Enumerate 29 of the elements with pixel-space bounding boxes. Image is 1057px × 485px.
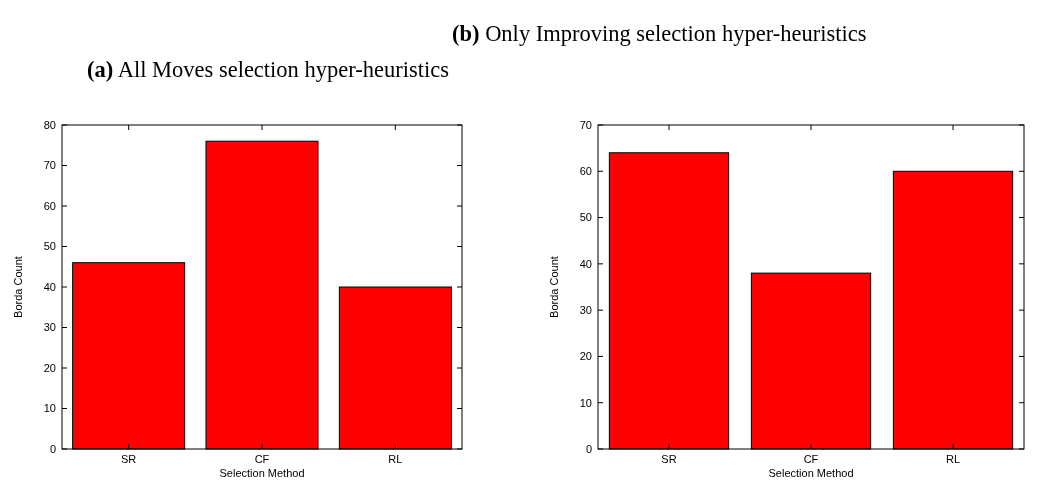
y-tick-label: 60	[43, 199, 56, 212]
x-axis-title: Selection Method	[219, 467, 305, 479]
y-tick-label: 70	[43, 159, 56, 172]
y-tick-label: 0	[585, 442, 592, 455]
y-tick-label: 10	[579, 396, 592, 409]
y-tick-label: 40	[579, 257, 592, 270]
y-tick-label: 50	[579, 211, 592, 224]
y-tick-label: 20	[43, 361, 56, 374]
y-tick-label: 30	[43, 321, 56, 334]
x-tick-label: CF	[254, 453, 270, 465]
chart-title: (a) All Moves selection hyper-heuristics	[87, 56, 449, 84]
y-tick-label: 30	[579, 303, 592, 316]
x-tick-label: SR	[121, 453, 137, 465]
y-tick-label: 20	[579, 350, 592, 363]
y-axis-title: Borda Count	[548, 256, 560, 318]
x-axis-title: Selection Method	[768, 467, 854, 479]
y-tick-label: 60	[579, 165, 592, 178]
y-tick-label: 0	[49, 442, 56, 455]
x-tick-label: RL	[388, 453, 403, 465]
x-tick-label: SR	[661, 453, 677, 465]
x-tick-label: RL	[945, 453, 961, 465]
y-tick-label: 50	[43, 240, 56, 253]
y-tick-label: 80	[43, 118, 56, 131]
y-axis-title: Borda Count	[12, 256, 24, 318]
chart-title: (b) Only Improving selection hyper-heuristics	[452, 20, 868, 48]
y-tick-label: 70	[579, 118, 592, 131]
x-tick-label: CF	[803, 453, 819, 465]
y-tick-label: 10	[43, 402, 56, 415]
y-tick-label: 40	[43, 280, 56, 293]
